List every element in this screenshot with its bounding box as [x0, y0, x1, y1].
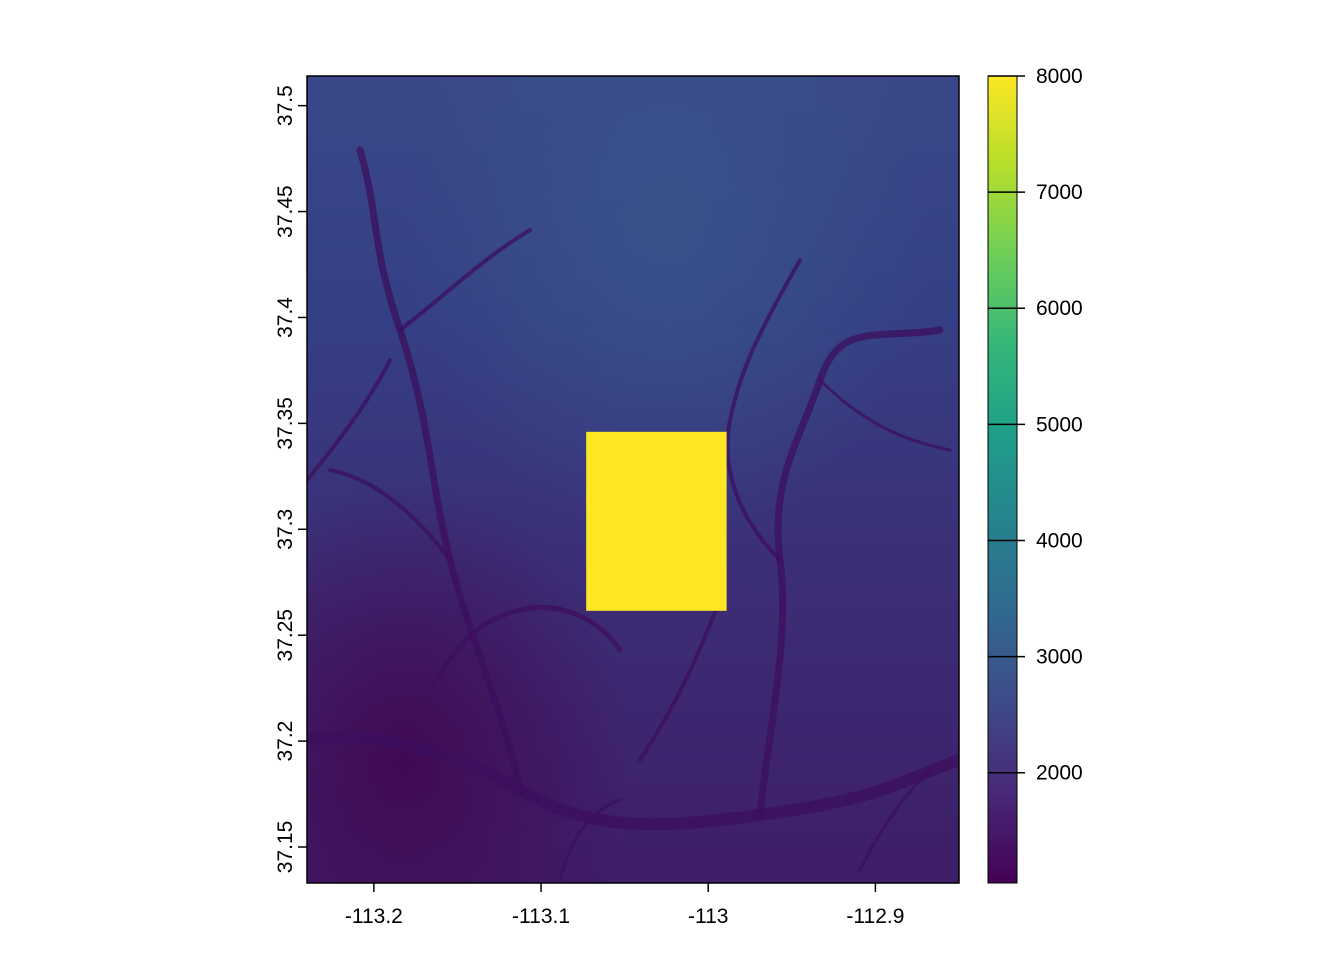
colorbar-tick-label: 7000 [1036, 181, 1083, 204]
y-tick-label: 37.5 [274, 85, 297, 126]
colorbar-axis: 2000 3000 4000 5000 6000 7000 8000 [988, 65, 1083, 785]
colorbar [987, 75, 1018, 884]
y-tick-label: 37.45 [274, 185, 297, 238]
y-tick-label: 37.2 [274, 721, 297, 762]
y-tick-label: 37.4 [274, 297, 297, 338]
y-tick-label: 37.15 [274, 821, 297, 874]
colorbar-tick-label: 3000 [1036, 646, 1083, 669]
highlighted-region [586, 431, 727, 611]
x-tick-label: -112.9 [846, 905, 904, 928]
x-tick-label: -113.2 [345, 905, 403, 928]
colorbar-tick-label: 4000 [1036, 529, 1083, 552]
y-tick-label: 37.25 [274, 609, 297, 662]
y-tick-label: 37.35 [274, 397, 297, 450]
y-tick-label: 37.3 [274, 509, 297, 550]
x-tick-label: -113 [688, 905, 728, 928]
y-axis: 37.15 37.2 37.25 37.3 37.35 37.4 37.45 37.5 [274, 85, 307, 873]
colorbar-tick-label: 6000 [1036, 297, 1083, 320]
plot-frame [306, 75, 960, 884]
colorbar-tick-label: 2000 [1036, 762, 1083, 785]
x-axis: -113.2 -113.1 -113 -112.9 [345, 883, 904, 928]
colorbar-tick-label: 5000 [1036, 413, 1083, 436]
x-tick-label: -113.1 [512, 905, 570, 928]
colorbar-tick-label: 8000 [1036, 65, 1083, 88]
